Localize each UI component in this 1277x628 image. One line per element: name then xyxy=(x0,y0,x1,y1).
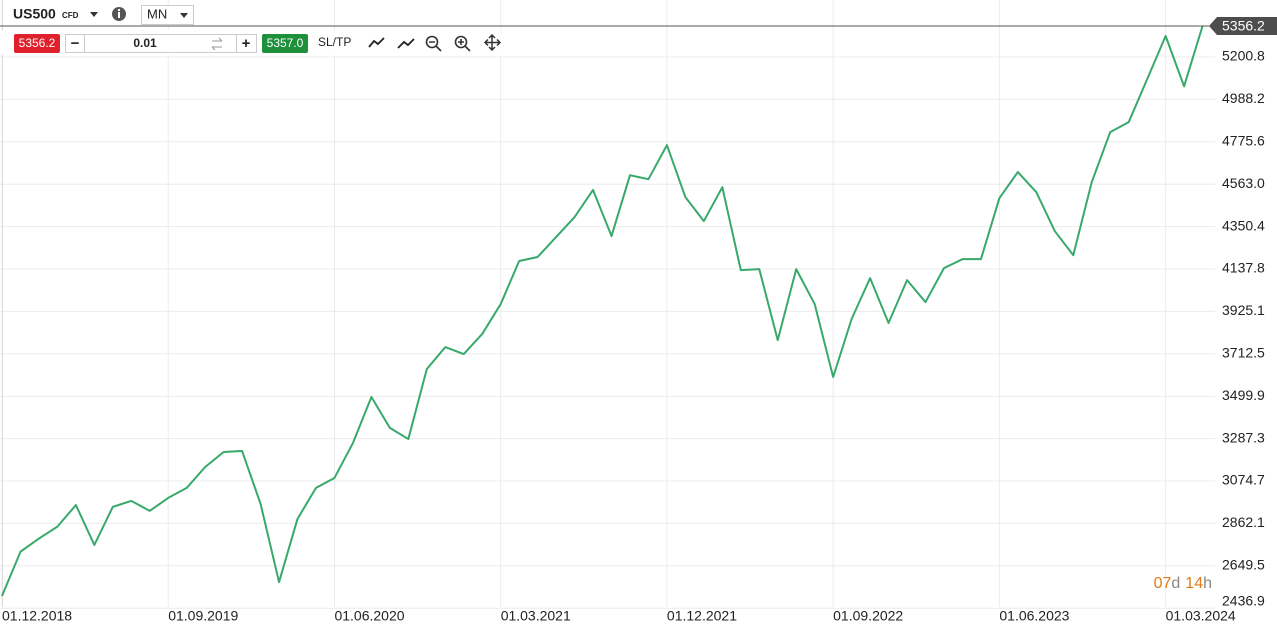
zoom-out-glyph xyxy=(429,41,442,52)
x-tick-label: 01.06.2023 xyxy=(999,608,1069,624)
y-tick-label: 2862.1 xyxy=(1222,514,1265,530)
timeframe-select[interactable] xyxy=(141,5,194,25)
sl-tp[interactable]: SL/TP xyxy=(318,35,351,49)
instrument-type: CFD xyxy=(62,11,79,20)
swap-icon[interactable] xyxy=(211,37,223,51)
zoom-out-icon[interactable] xyxy=(425,35,439,49)
y-tick-label: 4350.4 xyxy=(1222,217,1265,233)
pan-icon[interactable] xyxy=(483,33,502,52)
countdown: 07d 14h xyxy=(1154,575,1212,592)
y-tick-label: 3287.3 xyxy=(1222,429,1265,445)
x-tick-label: 01.12.2021 xyxy=(667,608,737,624)
volume-box xyxy=(65,34,257,53)
indicator-icon[interactable] xyxy=(397,38,415,49)
current-price-label: 5356.2 xyxy=(1222,18,1265,34)
buy-button[interactable] xyxy=(262,34,308,53)
countdown-days: 07 xyxy=(1154,575,1172,592)
volume-minus[interactable]: − xyxy=(71,35,80,52)
symbol-dropdown[interactable] xyxy=(90,12,98,17)
y-tick-label: 3499.9 xyxy=(1222,387,1265,403)
x-tick-label: 01.09.2019 xyxy=(168,608,238,624)
chart-type-icon[interactable] xyxy=(368,37,385,48)
countdown-hour-unit: h xyxy=(1203,575,1212,592)
x-tick-label: 01.03.2024 xyxy=(1166,608,1236,624)
countdown-hours: 14 xyxy=(1185,575,1203,592)
y-tick-label: 5200.8 xyxy=(1222,48,1265,64)
y-tick-label: 3712.5 xyxy=(1222,345,1265,361)
x-tick-label: 01.03.2021 xyxy=(501,608,571,624)
y-tick-label: 4988.2 xyxy=(1222,90,1265,106)
timeframe-dropdown xyxy=(180,13,188,18)
zoom-in-glyph xyxy=(458,39,471,52)
volume-plus[interactable]: + xyxy=(242,35,251,52)
x-tick-label: 01.12.2018 xyxy=(2,608,72,624)
y-tick-label: 4563.0 xyxy=(1222,175,1265,191)
x-tick-label: 01.06.2020 xyxy=(334,608,404,624)
info-glyph xyxy=(118,12,120,18)
price-line xyxy=(1,25,1204,597)
symbol[interactable]: US500 xyxy=(13,6,56,22)
y-tick-label: 4137.8 xyxy=(1222,260,1265,276)
zoom-in-icon[interactable] xyxy=(454,35,468,49)
plot-area xyxy=(0,0,1215,609)
y-tick-label: 2649.5 xyxy=(1222,557,1265,573)
info-glyph xyxy=(118,9,120,11)
x-tick-label: 01.09.2022 xyxy=(833,608,903,624)
timeframe: MN xyxy=(147,6,167,21)
y-tick-label: 4775.6 xyxy=(1222,132,1265,148)
buy-price: 5357.0 xyxy=(267,36,304,50)
y-tick-label: 3074.7 xyxy=(1222,472,1265,488)
countdown-day-unit: d xyxy=(1171,575,1180,592)
y-tick-label: 3925.1 xyxy=(1222,302,1265,318)
volume[interactable]: 0.01 xyxy=(133,36,157,50)
y-tick-label: 2436.9 xyxy=(1222,593,1265,609)
toolbar: US500 CFD MN 5356.2 − 0.01 + 5357.0 SL/T… xyxy=(0,5,512,55)
sell-price: 5356.2 xyxy=(19,36,56,50)
current-price-tag xyxy=(1209,17,1277,35)
sell-button[interactable] xyxy=(14,34,60,53)
